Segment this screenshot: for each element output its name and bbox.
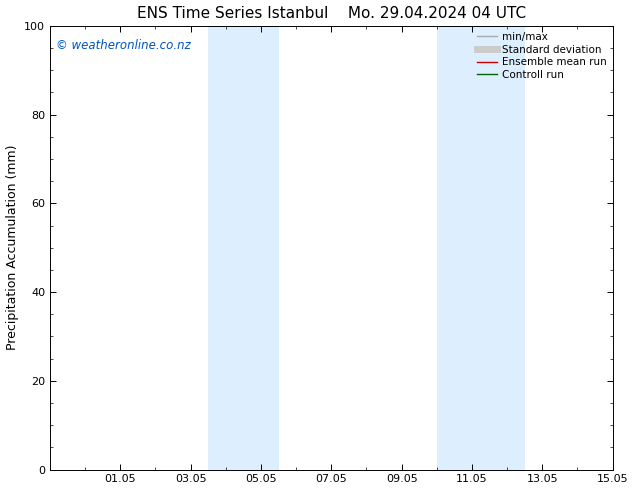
Text: © weatheronline.co.nz: © weatheronline.co.nz bbox=[56, 39, 190, 52]
Bar bbox=[437, 26, 525, 469]
Legend: min/max, Standard deviation, Ensemble mean run, Controll run: min/max, Standard deviation, Ensemble me… bbox=[472, 28, 611, 84]
Title: ENS Time Series Istanbul    Mo. 29.04.2024 04 UTC: ENS Time Series Istanbul Mo. 29.04.2024 … bbox=[137, 5, 526, 21]
Y-axis label: Precipitation Accumulation (mm): Precipitation Accumulation (mm) bbox=[6, 145, 18, 350]
Bar bbox=[208, 26, 278, 469]
